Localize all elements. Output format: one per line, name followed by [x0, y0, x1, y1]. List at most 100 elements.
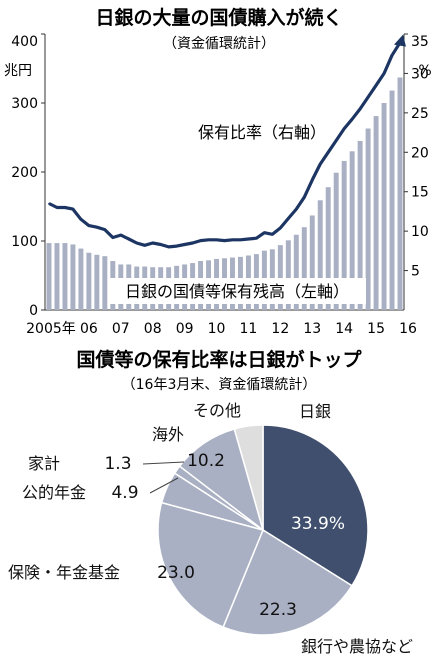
line-point-2005Q3	[64, 206, 66, 209]
x-tick-label: 10	[208, 321, 226, 337]
bar-2012Q3	[285, 240, 291, 310]
line-point-2015Q2	[375, 84, 377, 87]
holding-ratio-line	[48, 41, 402, 249]
line-point-2005Q4	[72, 208, 74, 210]
pie-slice-value: 10.2	[187, 451, 225, 471]
line-point-2014Q3	[351, 118, 353, 120]
top-chart-subtitle: （資金循環統計）	[163, 36, 275, 52]
line-point-2008Q3	[159, 243, 162, 246]
line-point-2014Q1	[335, 139, 337, 142]
line-point-2008Q1	[143, 244, 146, 247]
left-axis-unit: 兆円	[4, 63, 32, 79]
line-point-2010Q4	[231, 239, 234, 241]
line-point-2013Q3	[319, 163, 322, 165]
bar-series-label: 日銀の国債等保有残高（左軸）	[125, 282, 349, 301]
line-point-2012Q1	[271, 233, 274, 236]
pie-slice-label: 銀行や農協など	[301, 637, 413, 656]
x-tick-label: 16	[399, 321, 417, 337]
bar-2014Q4	[357, 140, 363, 310]
x-tick-label: 15	[367, 321, 385, 337]
pie-slice-value: 4.9	[111, 483, 138, 503]
line-point-2010Q1	[207, 239, 210, 241]
top-chart-title: 日銀の大量の国債購入が続く	[95, 6, 342, 29]
line-point-2005Q1	[48, 202, 50, 205]
line-point-2007Q4	[135, 242, 138, 244]
line-point-2010Q3	[223, 239, 226, 242]
right-axis-tick-label: 20	[411, 145, 429, 161]
left-axis-tick-label: 0	[29, 303, 38, 319]
pie-leader-line	[142, 461, 185, 465]
bar-2006Q3	[94, 254, 100, 310]
line-point-2011Q2	[247, 238, 250, 240]
line-point-2011Q4	[263, 231, 266, 234]
bar-2005Q1	[46, 243, 52, 310]
pie-slice-label: 海外	[152, 425, 184, 444]
x-tick-label: 07	[112, 321, 130, 337]
pie-leader-line	[149, 477, 179, 494]
pie-slice-label: 日銀	[299, 402, 331, 421]
line-point-2013Q4	[327, 151, 330, 154]
line-point-2008Q2	[151, 242, 154, 244]
bar-2013Q3	[317, 200, 323, 310]
bar-2012Q4	[293, 234, 299, 310]
bar-2013Q2	[309, 215, 315, 310]
line-point-2009Q3	[191, 242, 194, 244]
right-axis-tick-label: 15	[411, 185, 429, 201]
right-axis-tick-label: 25	[411, 106, 429, 122]
line-arrowhead	[394, 34, 407, 47]
pie-slice-value: 23.0	[157, 563, 195, 583]
line-point-2015Q1	[367, 96, 369, 98]
right-axis-unit: %	[418, 63, 431, 79]
line-point-2009Q4	[199, 239, 202, 242]
line-point-2007Q2	[119, 234, 122, 236]
line-point-2006Q1	[80, 218, 82, 221]
bar-2005Q2	[54, 243, 60, 310]
line-point-2007Q3	[127, 238, 130, 240]
x-tick-label: 2005年	[26, 321, 76, 337]
x-tick-label: 13	[303, 321, 321, 337]
bar-2006Q4	[102, 256, 108, 310]
bar-2013Q4	[325, 187, 331, 310]
line-point-2011Q1	[239, 239, 242, 241]
bar-2006Q2	[86, 252, 92, 310]
pie-slice-value: 22.3	[259, 600, 297, 620]
line-point-2007Q1	[112, 236, 114, 239]
right-axis-tick-label: 5	[411, 264, 420, 280]
line-point-2011Q3	[255, 237, 258, 240]
pie-slice-value: 33.9%	[291, 514, 345, 534]
pie-slice-value: 1.3	[104, 454, 131, 474]
pie-slice-2	[157, 501, 265, 629]
right-axis-tick-label: 10	[411, 224, 429, 240]
bar-2005Q3	[62, 243, 68, 310]
bar-2012Q2	[277, 245, 283, 310]
line-point-2009Q2	[183, 243, 186, 246]
line-point-2015Q3	[383, 72, 385, 75]
line-point-2006Q2	[88, 224, 90, 227]
pie-slice-6	[233, 424, 264, 531]
bar-2014Q1	[333, 172, 339, 310]
line-point-2014Q2	[343, 127, 345, 130]
pie-slice-label: 保険・年金基金	[8, 563, 120, 582]
x-tick-label: 06	[80, 321, 98, 337]
right-axis-tick-label: 30	[411, 66, 429, 82]
line-point-2015Q4	[391, 54, 393, 57]
bar-2014Q2	[341, 160, 347, 310]
line-point-2012Q2	[279, 227, 282, 229]
pie-slice-1	[222, 528, 354, 636]
line-point-2014Q4	[359, 108, 361, 110]
line-point-2005Q2	[56, 206, 58, 209]
left-axis-tick-label: 200	[11, 165, 38, 181]
pie-slice-label: 家計	[28, 454, 60, 473]
pie-slice-label: その他	[193, 401, 241, 420]
bar-series-label-bg	[108, 278, 366, 304]
line-point-2013Q2	[311, 179, 314, 181]
bar-2014Q3	[349, 151, 355, 310]
line-point-2009Q1	[175, 245, 178, 247]
x-tick-label: 14	[335, 321, 353, 337]
x-tick-label: 11	[240, 321, 258, 337]
pie-chart-subtitle: （16年3月末、資金循環統計）	[122, 377, 317, 393]
bar-2015Q1	[365, 128, 371, 310]
